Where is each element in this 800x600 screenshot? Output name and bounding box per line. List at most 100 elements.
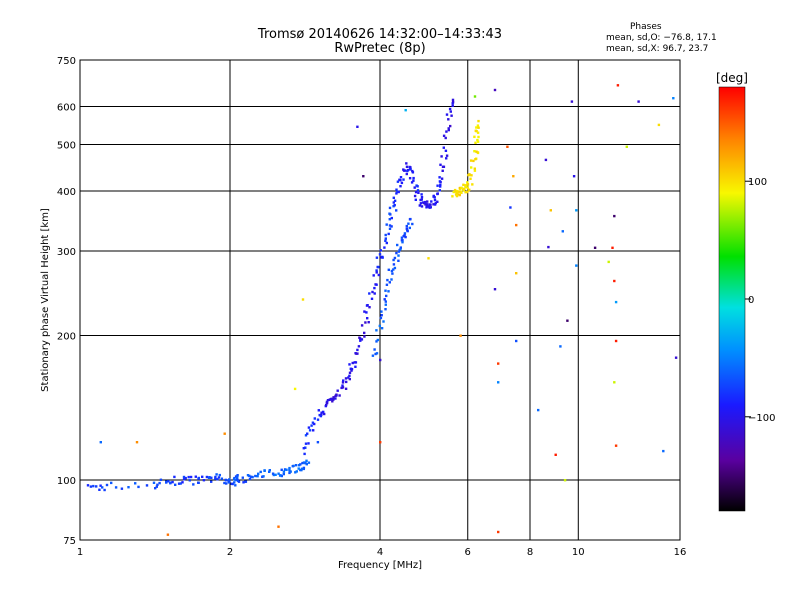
trace-point <box>378 253 382 256</box>
trace-point <box>167 480 170 483</box>
y-tick-label: 75 <box>63 536 76 547</box>
trace-point <box>476 151 480 155</box>
trace-point <box>417 191 420 194</box>
scatter-point <box>625 145 628 148</box>
chart-subtitle: RwPretec (8p) <box>334 41 426 56</box>
trace-point <box>348 363 351 366</box>
y-tick-label: 500 <box>57 141 76 152</box>
trace-point <box>335 394 338 397</box>
trace-point <box>235 476 239 480</box>
trace-point <box>347 376 350 379</box>
trace-point <box>445 130 448 133</box>
trace-point <box>231 482 234 486</box>
trace-point <box>390 225 393 228</box>
trace-point <box>411 222 414 226</box>
colorbar-ticks: 100 0 −100 <box>745 177 775 424</box>
trace-point <box>399 247 402 251</box>
trace-point <box>233 481 236 484</box>
trace-point <box>456 191 459 194</box>
y-tick-label: 600 <box>57 103 76 114</box>
trace-point <box>377 273 380 277</box>
trace-point <box>358 336 361 339</box>
scatter-point <box>379 441 382 444</box>
trace-point <box>368 292 371 295</box>
trace-point <box>477 135 480 139</box>
trace-point <box>430 200 433 203</box>
trace-point <box>416 189 420 192</box>
scatter-point <box>637 100 640 103</box>
trace-point <box>406 229 409 232</box>
axis-ticks: 1 2 4 6 8 10 16 75 100 200 300 400 500 600 750 <box>57 56 686 558</box>
trace-point <box>348 371 352 374</box>
trace-point <box>392 258 395 262</box>
trace-point <box>473 167 476 170</box>
trace-point <box>398 178 401 181</box>
trace-point <box>447 128 450 132</box>
trace-point <box>377 265 380 269</box>
trace-point <box>304 462 307 465</box>
scatter-point <box>593 246 597 249</box>
trace-point <box>405 227 408 230</box>
trace-point <box>403 232 407 235</box>
trace-point <box>451 102 454 105</box>
trace-point <box>380 314 383 317</box>
trace-point <box>462 183 465 186</box>
trace-point <box>282 472 285 476</box>
trace-point <box>474 158 477 161</box>
trace-point <box>447 118 450 121</box>
trace-point <box>387 232 390 236</box>
trace-point <box>189 475 193 479</box>
trace-point <box>375 271 378 274</box>
trace-point <box>184 476 187 480</box>
trace-point <box>341 386 345 389</box>
trace-point <box>424 201 427 204</box>
trace-point <box>145 484 149 487</box>
trace-point <box>197 476 200 480</box>
trace-point <box>288 468 291 471</box>
trace-point <box>365 311 368 314</box>
trace-point <box>202 479 206 482</box>
trace-point <box>360 338 364 341</box>
trace-point <box>464 191 467 194</box>
trace-point <box>409 217 412 221</box>
trace-point <box>397 190 400 194</box>
scatter-points <box>86 84 678 536</box>
trace-point <box>288 466 291 470</box>
scatter-point <box>662 449 665 453</box>
trace-point <box>218 473 221 477</box>
trace-point <box>420 196 424 199</box>
trace-point <box>445 154 449 157</box>
trace-point <box>383 246 386 249</box>
trace-point <box>466 190 469 194</box>
trace-point <box>348 374 351 377</box>
trace-point <box>348 377 351 381</box>
x-tick-label: 8 <box>527 547 533 558</box>
scatter-point <box>549 209 552 212</box>
y-axis-label: Stationary phase Virtual Height [km] <box>40 208 51 392</box>
trace-point <box>381 256 384 259</box>
scatter-point <box>611 246 614 249</box>
scatter-point <box>572 175 576 178</box>
trace-point <box>236 474 239 477</box>
trace-point <box>384 308 387 311</box>
trace-point <box>210 480 213 483</box>
trace-point <box>366 317 369 320</box>
trace-point <box>426 205 429 208</box>
trace-point <box>371 354 375 357</box>
trace-point <box>409 166 412 169</box>
trace-point <box>207 476 211 479</box>
trace-point <box>201 475 204 478</box>
colorbar-tick-label: 0 <box>748 295 754 306</box>
trace-point <box>304 442 308 445</box>
trace-point <box>344 387 348 390</box>
trace-point <box>470 174 473 177</box>
trace-point <box>304 434 308 437</box>
trace-point <box>375 340 378 343</box>
trace-point <box>92 484 95 488</box>
trace-point <box>393 204 396 207</box>
trace-point <box>232 478 236 481</box>
trace-point <box>418 204 421 207</box>
trace-point <box>384 233 387 237</box>
x-axis-label: Frequency [MHz] <box>338 560 422 571</box>
trace-point <box>436 200 439 203</box>
